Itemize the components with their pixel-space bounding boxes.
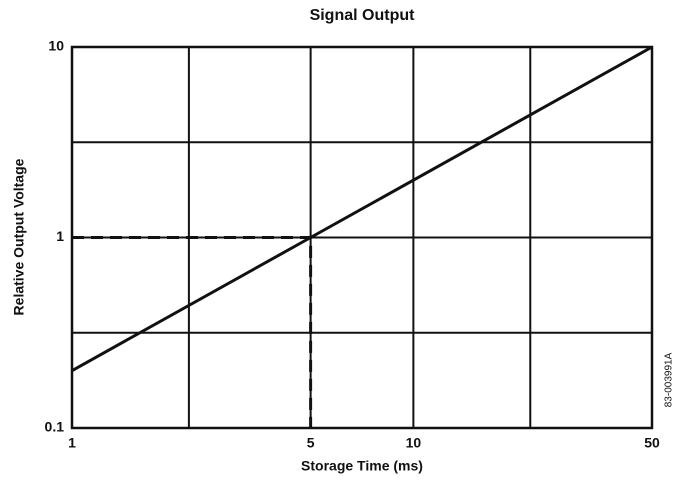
y-tick-label: 10 xyxy=(48,38,64,54)
x-tick-label: 1 xyxy=(68,435,76,451)
x-tick-label: 50 xyxy=(644,435,660,451)
y-axis-label: Relative Output Voltage xyxy=(11,158,27,315)
chart-title: Signal Output xyxy=(310,7,416,24)
x-tick-label: 10 xyxy=(406,435,422,451)
data-line xyxy=(71,45,653,372)
x-axis-label: Storage Time (ms) xyxy=(301,458,423,474)
x-tick-label: 5 xyxy=(307,435,315,451)
y-tick-label: 1 xyxy=(56,228,64,244)
y-tick-label: 0.1 xyxy=(45,419,65,435)
side-note: 83-003991A xyxy=(664,352,675,407)
